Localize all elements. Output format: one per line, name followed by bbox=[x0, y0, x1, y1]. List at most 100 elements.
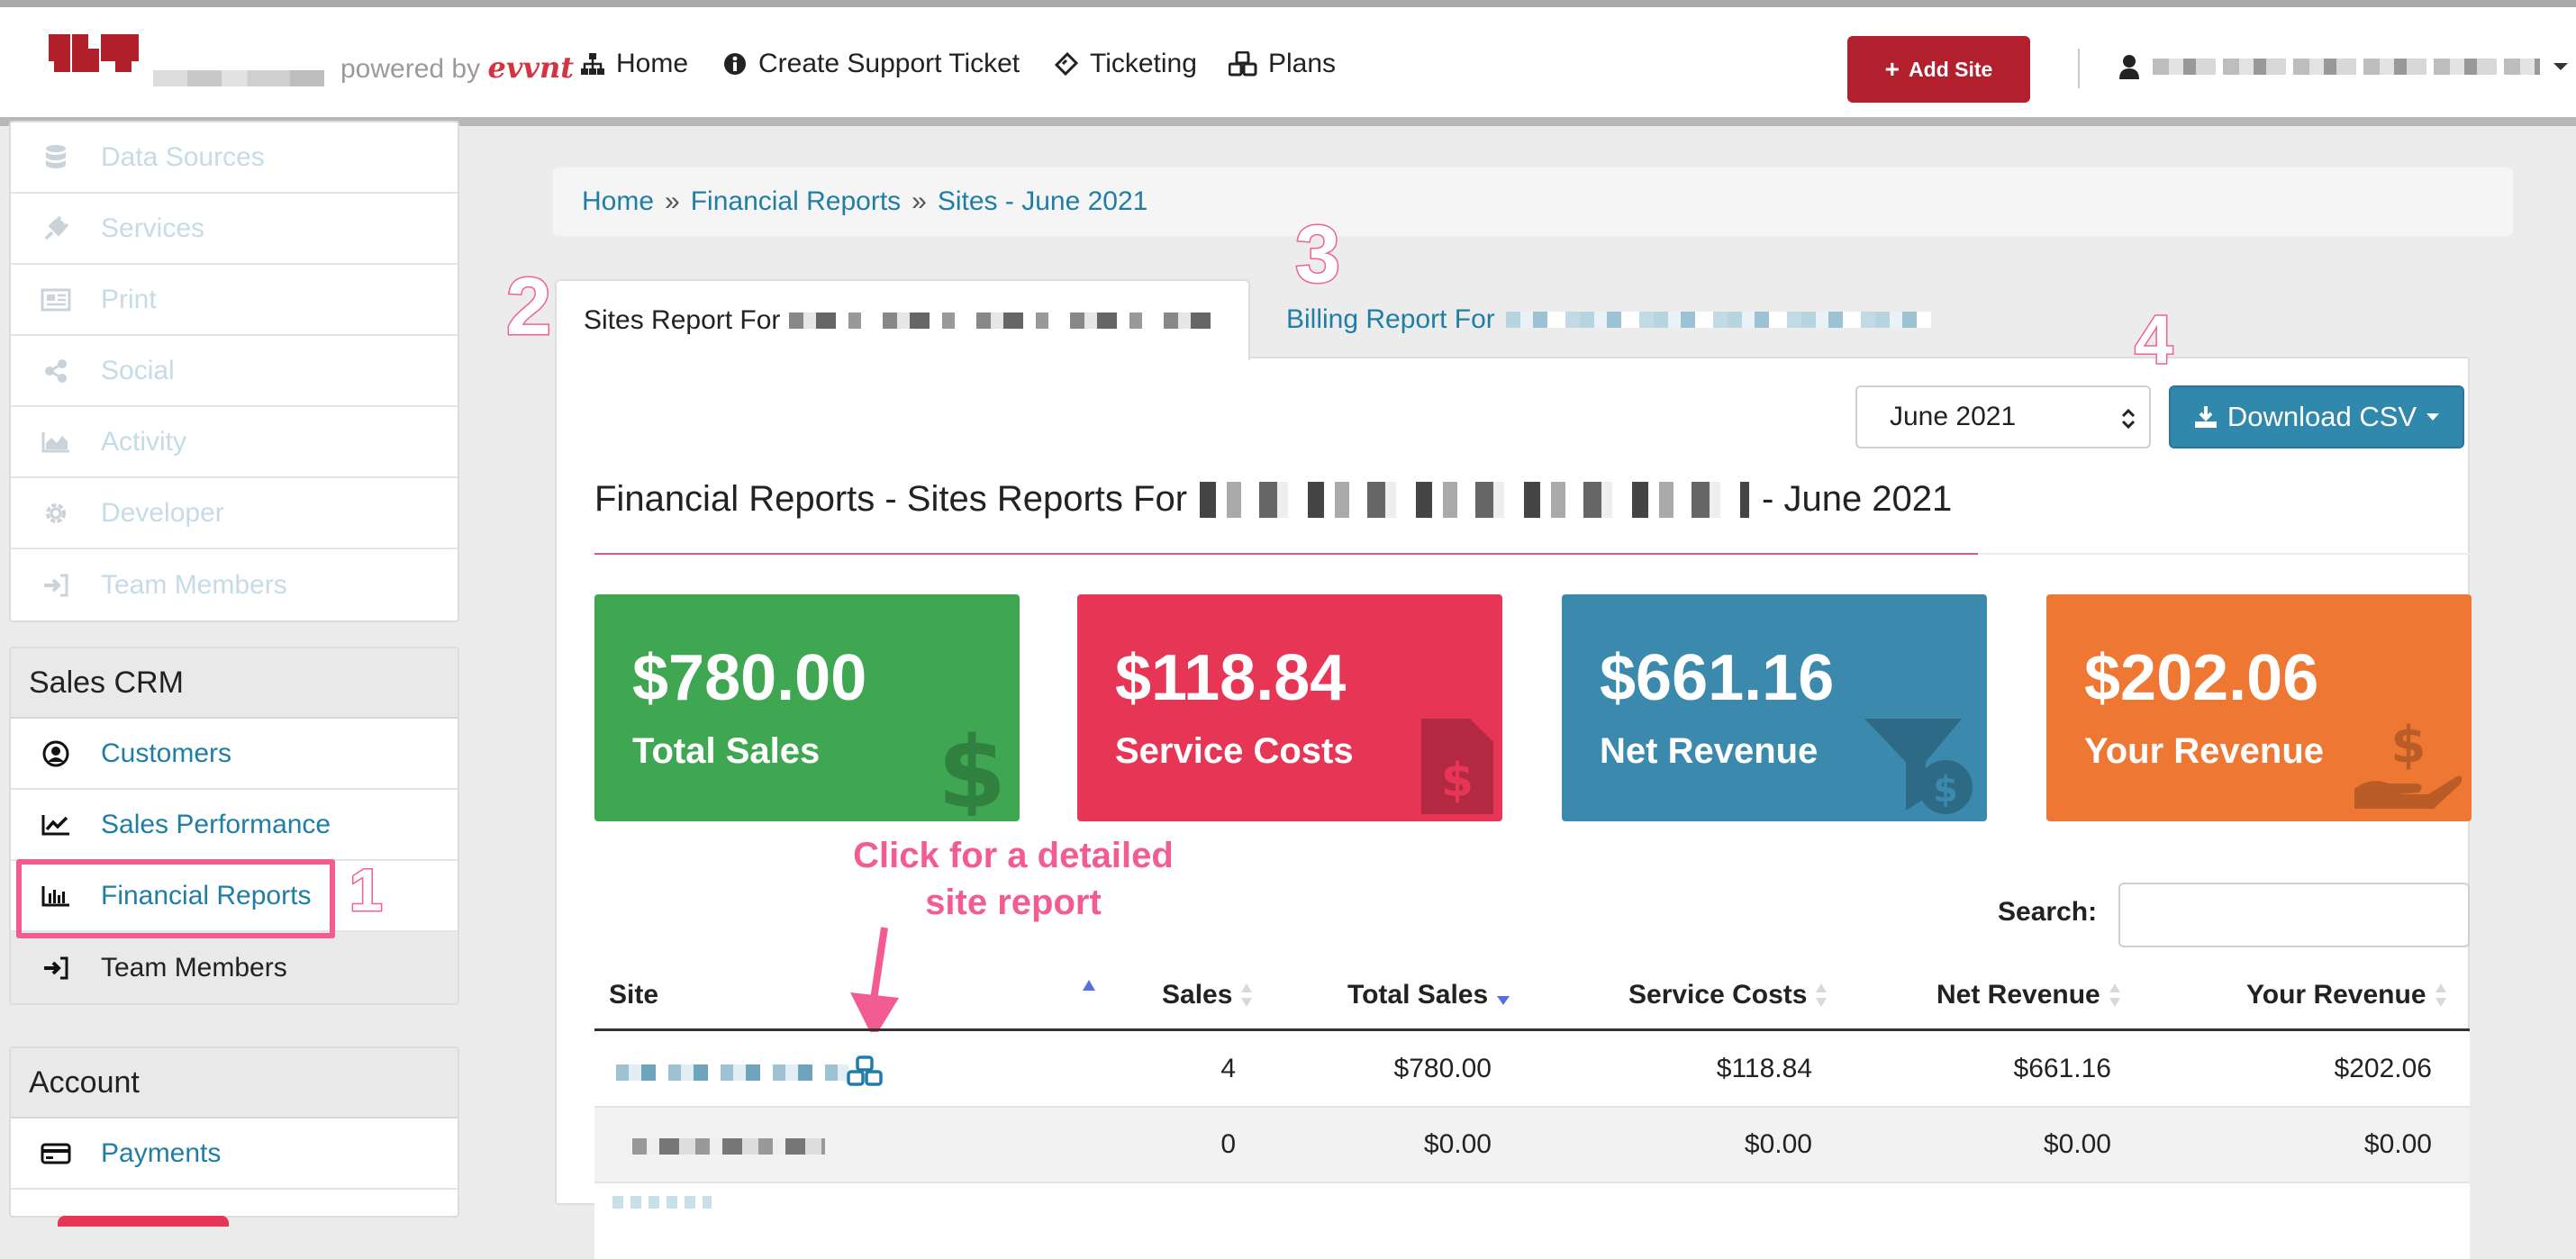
breadcrumb-current[interactable]: Sites - June 2021 bbox=[937, 186, 1148, 216]
sidebar-item-sales-performance[interactable]: Sales Performance bbox=[11, 790, 458, 861]
cell-net-revenue: $661.16 bbox=[2013, 1054, 2111, 1083]
breadcrumb-sep: » bbox=[665, 186, 680, 216]
tab-billing-report[interactable]: Billing Report For bbox=[1286, 279, 1931, 360]
sidebar-item-print[interactable]: Print bbox=[11, 265, 458, 336]
sidebar-item-activity[interactable]: Activity bbox=[11, 407, 458, 478]
sidebar-item-label: Sales Performance bbox=[101, 809, 331, 839]
nav-support-label: Create Support Ticket bbox=[758, 49, 1020, 78]
sidebar-item-data-sources[interactable]: Data Sources bbox=[11, 122, 458, 194]
sidebar-item-label: Data Sources bbox=[101, 141, 265, 172]
table-row bbox=[594, 1183, 2470, 1259]
col-header-net-revenue[interactable]: Net Revenue bbox=[1937, 980, 2122, 1010]
sidebar-item-customers[interactable]: Customers bbox=[11, 719, 458, 790]
sidebar-item-team-members-top[interactable]: Team Members bbox=[11, 549, 458, 620]
site-link-redacted[interactable] bbox=[616, 1064, 848, 1081]
add-site-button[interactable]: + Add Site bbox=[1847, 36, 2030, 103]
col-label: Sales bbox=[1162, 980, 1233, 1010]
site-link-redacted[interactable] bbox=[632, 1138, 825, 1155]
nav-home[interactable]: Home bbox=[580, 49, 688, 79]
share-icon bbox=[40, 358, 72, 384]
nav-home-label: Home bbox=[616, 49, 689, 78]
line-chart-icon bbox=[40, 813, 72, 837]
col-header-site[interactable]: Site bbox=[609, 980, 658, 1010]
table-row: 4 $780.00 $118.84 $661.16 $202.06 bbox=[594, 1032, 2470, 1108]
bar-chart-icon bbox=[40, 884, 72, 908]
caret-down-icon bbox=[2426, 413, 2440, 421]
sidebar-item-developer[interactable]: Developer bbox=[11, 478, 458, 549]
search-input[interactable] bbox=[2118, 883, 2470, 947]
navbar: powered by evvnt Home Create Support Tic… bbox=[0, 7, 2576, 117]
annotation-step-3: 3 bbox=[1293, 209, 1341, 302]
credit-card-icon bbox=[40, 1142, 72, 1165]
site-link-redacted[interactable] bbox=[612, 1196, 712, 1209]
sidebar-item-financial-reports[interactable]: Financial Reports bbox=[11, 861, 458, 932]
plus-icon: + bbox=[1884, 55, 1900, 83]
col-header-your-revenue[interactable]: Your Revenue bbox=[2246, 980, 2448, 1010]
download-csv-button[interactable]: Download CSV bbox=[2169, 385, 2464, 448]
nav-plans-label: Plans bbox=[1268, 49, 1337, 78]
annotation-box-financial-reports bbox=[16, 859, 335, 938]
sidebar: Data Sources Services Print Social Activ… bbox=[0, 121, 483, 1227]
tab-sites-report[interactable]: Sites Report For bbox=[555, 279, 1250, 360]
sidebar-item-label: Activity bbox=[101, 426, 187, 457]
pointer-arrow-icon bbox=[850, 927, 899, 1039]
gear-icon bbox=[40, 500, 72, 527]
stat-card-net-revenue: $661.16 Net Revenue $ bbox=[1562, 594, 1987, 821]
sidebar-menu-account: Account Payments bbox=[9, 1046, 459, 1227]
report-title-suffix: - June 2021 bbox=[1762, 479, 1953, 519]
sort-both-icon bbox=[2109, 983, 2120, 1007]
sidebar-item-payments[interactable]: Payments bbox=[11, 1119, 458, 1190]
sidebar-item-services[interactable]: Services bbox=[11, 194, 458, 265]
stat-card-total-sales: $780.00 Total Sales $ bbox=[594, 594, 1020, 821]
stat-label: Your Revenue bbox=[2084, 731, 2324, 771]
nav-create-support-ticket[interactable]: Create Support Ticket bbox=[722, 49, 1020, 79]
cubes-icon[interactable] bbox=[847, 1055, 884, 1088]
brand-name-redacted bbox=[153, 70, 324, 86]
sidebar-item-team-members[interactable]: Team Members bbox=[11, 932, 458, 1003]
brand-logo[interactable] bbox=[49, 34, 139, 86]
sitemap-icon bbox=[581, 53, 604, 75]
nav-plans[interactable]: Plans bbox=[1229, 49, 1336, 79]
report-owner-redacted bbox=[1200, 481, 1750, 518]
report-title: Financial Reports - Sites Reports For - … bbox=[594, 479, 1952, 520]
title-underline-rest bbox=[1978, 553, 2470, 555]
sort-desc-icon bbox=[1497, 996, 1510, 1005]
breadcrumb-home[interactable]: Home bbox=[582, 186, 655, 216]
user-icon bbox=[2119, 55, 2139, 79]
download-icon bbox=[2194, 406, 2217, 428]
sort-both-icon bbox=[1816, 983, 1828, 1007]
table-header-divider bbox=[594, 1028, 2470, 1031]
powered-by-text: powered by evvnt bbox=[340, 50, 574, 85]
sidebar-menu-top: Data Sources Services Print Social Activ… bbox=[9, 121, 459, 622]
svg-text:$: $ bbox=[2391, 717, 2426, 774]
sign-in-icon bbox=[40, 573, 72, 598]
sort-asc-icon[interactable] bbox=[1081, 978, 1097, 992]
stat-card-service-costs: $118.84 Service Costs $ bbox=[1077, 594, 1502, 821]
cubes-icon bbox=[1229, 51, 1257, 77]
col-label: Service Costs bbox=[1628, 980, 1808, 1010]
navbar-bottom-border bbox=[0, 117, 2576, 126]
stat-label: Net Revenue bbox=[1600, 731, 1819, 771]
col-header-sales[interactable]: Sales bbox=[1162, 980, 1254, 1010]
user-menu[interactable] bbox=[2118, 54, 2569, 79]
stat-label: Service Costs bbox=[1115, 731, 1354, 771]
breadcrumb-sep: » bbox=[912, 186, 927, 216]
sidebar-item-label: Print bbox=[101, 284, 157, 314]
sales-crm-heading: Sales CRM bbox=[11, 648, 458, 719]
breadcrumb: Home » Financial Reports » Sites - June … bbox=[553, 168, 2513, 236]
download-csv-label: Download CSV bbox=[2227, 401, 2417, 432]
invoice-dollar-icon: $ bbox=[1421, 719, 1493, 814]
account-heading: Account bbox=[11, 1048, 458, 1119]
title-underline bbox=[594, 553, 1978, 555]
chevron-updown-icon bbox=[2121, 408, 2136, 430]
svg-text:$: $ bbox=[1933, 769, 1958, 811]
annotation-step-2: 2 bbox=[504, 261, 552, 354]
cell-total-sales: $780.00 bbox=[1393, 1054, 1492, 1083]
month-select[interactable]: June 2021 bbox=[1855, 385, 2151, 448]
col-header-total-sales[interactable]: Total Sales bbox=[1347, 980, 1511, 1010]
breadcrumb-financial-reports[interactable]: Financial Reports bbox=[690, 186, 902, 216]
sidebar-item-label: Financial Reports bbox=[101, 880, 312, 910]
nav-ticketing[interactable]: Ticketing bbox=[1054, 49, 1197, 79]
sidebar-item-social[interactable]: Social bbox=[11, 336, 458, 407]
col-header-service-costs[interactable]: Service Costs bbox=[1628, 980, 1828, 1010]
